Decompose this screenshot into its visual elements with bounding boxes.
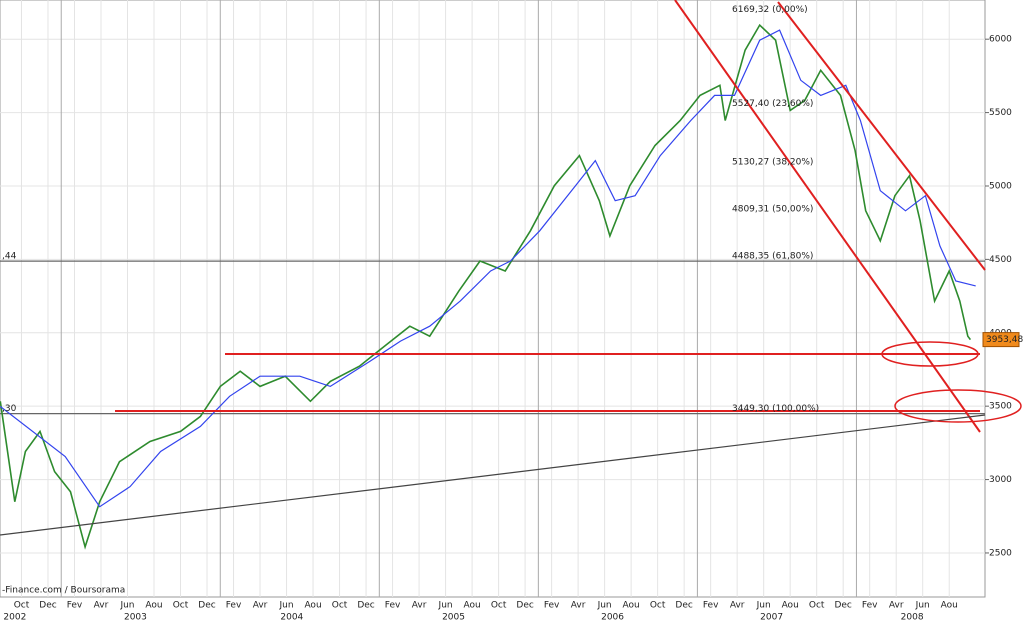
x-tick-label: Dec (516, 601, 533, 611)
x-tick-label: Oct (173, 601, 189, 611)
ellipse (881, 341, 979, 367)
x-tick-label: Oct (491, 601, 507, 611)
trend-line (674, 0, 981, 433)
x-tick-label: Avr (94, 601, 109, 611)
x-tick-label: Aou (145, 601, 162, 611)
x-tick-label: Aou (941, 601, 958, 611)
x-tick-label: Avr (730, 601, 745, 611)
y-tick-label: 4500 (989, 255, 1012, 265)
x-tick-label: Oct (650, 601, 666, 611)
year-label: 2003 (124, 613, 147, 623)
source: -Finance.com / Boursorama (2, 586, 125, 596)
x-tick-label: Fev (385, 601, 401, 611)
year-label: 2002 (3, 613, 26, 623)
x-tick-label: Fev (862, 601, 878, 611)
x-tick-label: Avr (253, 601, 268, 611)
series-line (0, 29, 976, 508)
x-tick-label: Fev (226, 601, 242, 611)
x-tick-label: Dec (834, 601, 851, 611)
x-tick-label: Oct (14, 601, 30, 611)
year-label: 2006 (601, 613, 624, 623)
fib-label: 3449,30 (100,00%) (732, 404, 819, 414)
x-tick-label: Jun (438, 601, 453, 611)
x-tick-label: Jun (279, 601, 294, 611)
x-tick-label: Aou (623, 601, 640, 611)
x-tick-label: Fev (544, 601, 560, 611)
x-tick-label: Avr (412, 601, 427, 611)
x-tick-label: Jun (915, 601, 930, 611)
year-label: 2005 (442, 613, 465, 623)
y-tick-label: 3000 (989, 475, 1012, 485)
x-tick-label: Oct (809, 601, 825, 611)
x-tick-label: Avr (889, 601, 904, 611)
trend-line (777, 1, 986, 271)
x-tick-label: Fev (67, 601, 83, 611)
x-tick-label: Dec (357, 601, 374, 611)
fib-label: 4809,31 (50,00%) (732, 204, 813, 214)
last-price-box (982, 332, 1020, 348)
x-tick-label: Jun (756, 601, 771, 611)
y-tick-label: 6000 (989, 35, 1012, 45)
x-tick-label: Dec (675, 601, 692, 611)
y-tick-label: 5500 (989, 108, 1012, 118)
fib-label: 4488,35 (61,80%) (732, 252, 813, 262)
fib-label: 5130,27 (38,20%) (732, 157, 813, 167)
fib-label: 6169,32 (0,00%) (732, 5, 808, 15)
x-tick-label: Avr (571, 601, 586, 611)
fib-left-label: ,44 (2, 252, 17, 262)
last-price-label: 3953,48 (986, 335, 1023, 345)
y-tick-label: 2500 (989, 548, 1012, 558)
grid (0, 0, 985, 597)
x-tick-label: Aou (463, 601, 480, 611)
ellipse (894, 389, 1022, 423)
series-layer (0, 23, 976, 550)
x-tick-label: Jun (119, 601, 134, 611)
x-tick-label: Aou (782, 601, 799, 611)
y-tick-label: 5000 (989, 181, 1012, 191)
series-line (0, 23, 972, 550)
plot-area (0, 0, 986, 598)
x-tick-label: Fev (703, 601, 719, 611)
x-tick-label: Dec (198, 601, 215, 611)
x-tick-label: Jun (597, 601, 612, 611)
y-tick-label: 3500 (989, 402, 1012, 412)
annotations (0, 0, 1022, 536)
long-term-line (0, 414, 986, 536)
x-tick-label: Oct (332, 601, 348, 611)
fib-left-label: ,30 (2, 404, 17, 414)
year-label: 2008 (901, 613, 924, 623)
year-label: 2004 (280, 613, 303, 623)
x-tick-label: Aou (304, 601, 321, 611)
fib-label: 5527,40 (23,60%) (732, 99, 813, 109)
x-tick-label: Dec (39, 601, 56, 611)
year-label: 2007 (760, 613, 783, 623)
